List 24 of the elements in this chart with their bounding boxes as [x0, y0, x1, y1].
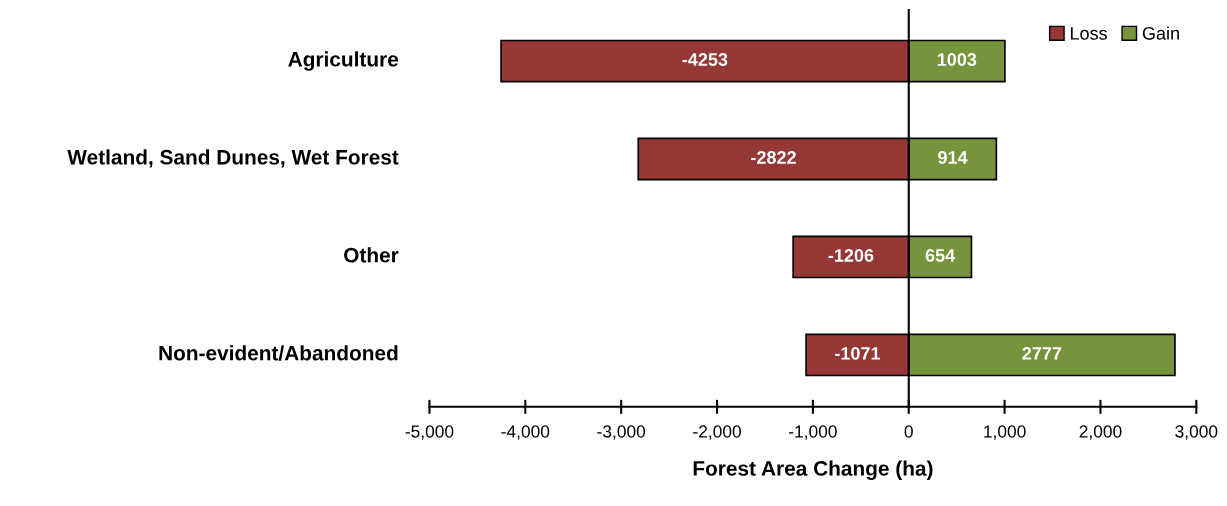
x-tick-label: 0 — [904, 425, 913, 438]
y-tick-label: Agriculture — [288, 51, 399, 71]
data-label: 2777 — [1022, 346, 1062, 360]
data-label: -1206 — [828, 249, 874, 262]
x-tick-label: -1,000 — [789, 425, 837, 440]
x-tick-label: -3,000 — [597, 425, 646, 440]
x-tick-label: -2,000 — [693, 425, 741, 440]
x-tick-label: 1,000 — [984, 425, 1026, 440]
data-label: 654 — [925, 249, 956, 262]
legend-label: Gain — [1142, 26, 1179, 40]
y-tick-label: Wetland, Sand Dunes, Wet Forest — [67, 149, 399, 168]
y-tick-label: Non-evident/Abandoned — [159, 345, 398, 361]
data-label: 914 — [938, 151, 968, 164]
x-axis-title: Forest Area Change (ha) — [693, 460, 933, 481]
x-tick-label: -5,000 — [405, 425, 454, 440]
data-label: -2822 — [751, 151, 796, 164]
legend-label: Loss — [1070, 27, 1107, 40]
data-label: -4253 — [682, 53, 728, 66]
data-label: 1003 — [937, 53, 977, 66]
x-tick-label: 3,000 — [1175, 425, 1218, 440]
data-label: -1071 — [835, 346, 880, 360]
x-tick-label: 2,000 — [1079, 425, 1122, 440]
x-tick-label: -4,000 — [501, 425, 550, 440]
y-tick-label: Other — [344, 247, 399, 263]
